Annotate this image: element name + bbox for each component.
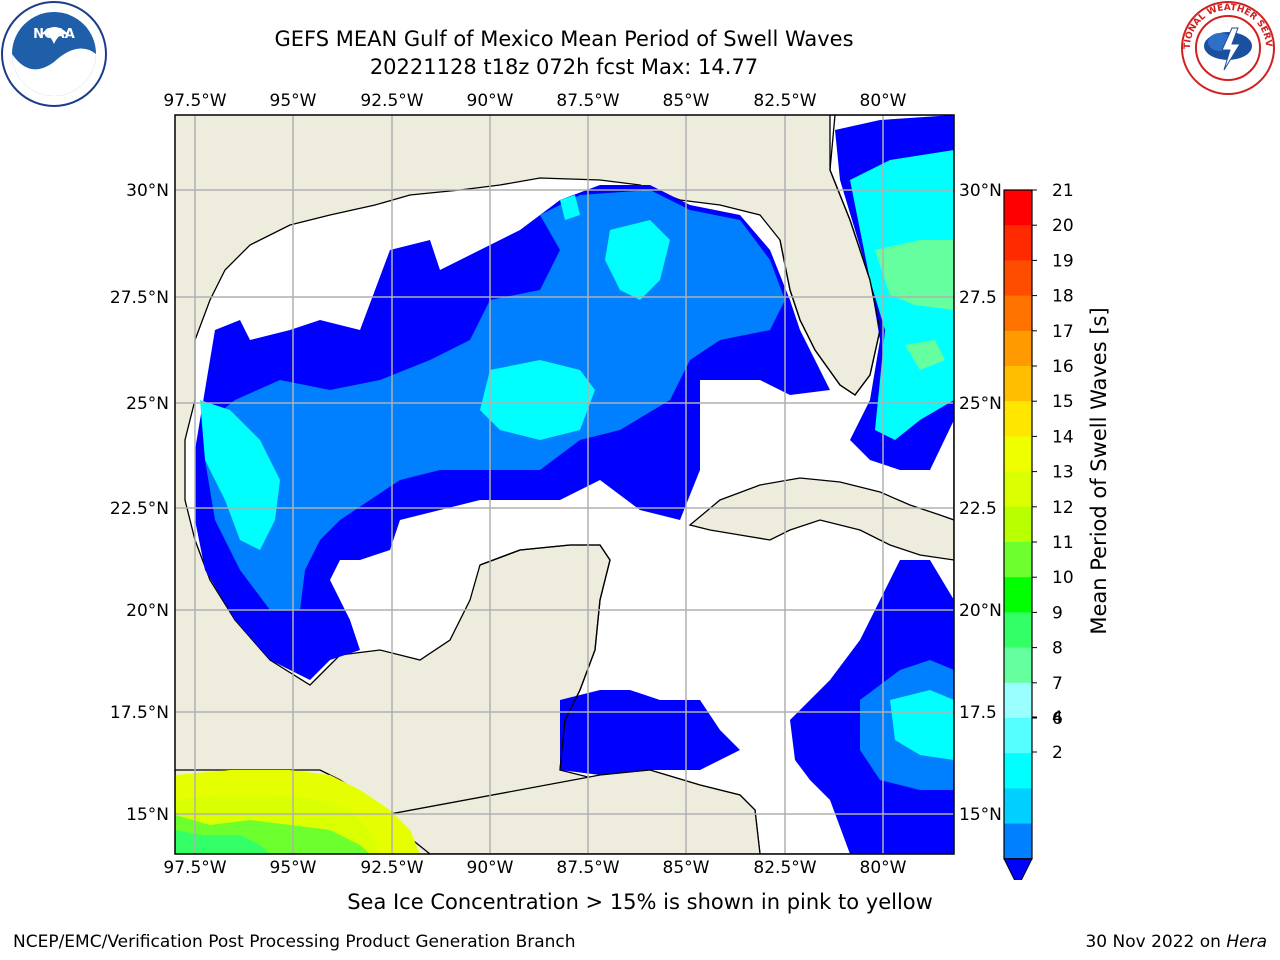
footer-credit: NCEP/EMC/Verification Post Processing Pr… bbox=[13, 932, 576, 952]
lon-label-bottom: 82.5°W bbox=[753, 858, 816, 878]
lon-label-top: 82.5°W bbox=[753, 91, 816, 111]
florida-coastline bbox=[779, 115, 881, 396]
colorbar-tick-label: 15 bbox=[1052, 392, 1074, 412]
colorbar-segment bbox=[1004, 823, 1032, 860]
footer-host: Hera bbox=[1226, 932, 1267, 952]
lon-label-bottom: 87.5°W bbox=[556, 858, 619, 878]
lat-label-left: 27.5°N bbox=[110, 288, 169, 308]
lon-label-top: 95°W bbox=[270, 91, 317, 111]
sea-ice-note: Sea Ice Concentration > 15% is shown in … bbox=[347, 890, 933, 914]
lat-label-left: 22.5°N bbox=[110, 499, 169, 519]
lat-label-left: 25°N bbox=[126, 394, 169, 414]
chart-title: GEFS MEAN Gulf of Mexico Mean Period of … bbox=[274, 27, 854, 51]
lon-label-top: 97.5°W bbox=[163, 91, 226, 111]
colorbar: 21 20 19 18 17 16 15 14 13 12 11 10 9 8 7 64 2 Mean Perio… bbox=[1003, 181, 1111, 880]
colorbar-tick-label: 6 bbox=[1052, 709, 1063, 729]
lat-label-left: 15°N bbox=[126, 805, 169, 825]
lon-label-top: 87.5°W bbox=[556, 91, 619, 111]
colorbar-tick-label: 4 bbox=[1052, 708, 1063, 728]
colorbar-tick-label: 21 bbox=[1052, 181, 1074, 201]
colorbar-segment bbox=[1004, 366, 1032, 402]
chart-subtitle: 20221128 t18z 072h fcst Max: 14.77 bbox=[369, 55, 759, 79]
lon-label-bottom: 80°W bbox=[860, 858, 907, 878]
colorbar-segment bbox=[1004, 612, 1032, 649]
yucatan-coastline bbox=[479, 544, 611, 771]
colorbar-extend-arrow bbox=[1003, 858, 1033, 880]
colorbar-tick-label: 8 bbox=[1052, 639, 1063, 659]
colorbar-tick-label: 2 bbox=[1052, 743, 1063, 763]
lon-label-top: 92.5°W bbox=[360, 91, 423, 111]
map-frame bbox=[174, 114, 955, 855]
colorbar-tick-label: 19 bbox=[1052, 251, 1074, 271]
lon-label-top: 80°W bbox=[860, 91, 907, 111]
lat-label-left: 20°N bbox=[126, 601, 169, 621]
footer-date-text: 30 Nov 2022 on bbox=[1085, 932, 1227, 952]
colorbar-segment bbox=[1004, 436, 1032, 473]
colorbar-segment bbox=[1004, 295, 1032, 332]
sea-ice-region bbox=[175, 770, 420, 854]
colorbar-tick-label: 16 bbox=[1052, 357, 1074, 377]
colorbar-tick-label: 10 bbox=[1052, 568, 1074, 588]
footer-date: 30 Nov 2022 on Hera bbox=[1085, 932, 1267, 952]
colorbar-segment bbox=[1004, 718, 1032, 754]
lon-label-bottom: 95°W bbox=[270, 858, 317, 878]
lon-label-top: 85°W bbox=[663, 91, 710, 111]
colorbar-segment bbox=[1004, 225, 1032, 261]
colorbar-segment bbox=[1004, 542, 1032, 578]
lon-label-bottom: 85°W bbox=[663, 858, 710, 878]
lat-label-right: 17.5 bbox=[959, 703, 997, 723]
colorbar-label: Mean Period of Swell Waves [s] bbox=[1087, 307, 1111, 634]
colorbar-tick-label: 7 bbox=[1052, 674, 1063, 694]
lon-label-bottom: 97.5°W bbox=[163, 858, 226, 878]
colorbar-tick-label: 11 bbox=[1052, 533, 1074, 553]
lat-label-right: 30°N bbox=[959, 181, 1002, 201]
nws-logo: NATIONAL WEATHER SERVICE bbox=[1176, 0, 1275, 95]
colorbar-segment bbox=[1004, 260, 1032, 297]
lat-label-right: 20°N bbox=[959, 601, 1002, 621]
colorbar-segment bbox=[1004, 647, 1032, 684]
noaa-logo-text: NOAA bbox=[33, 27, 75, 42]
colorbar-segment bbox=[1004, 577, 1032, 613]
lon-label-bottom: 92.5°W bbox=[360, 858, 423, 878]
map-figure: 97.5°W 97.5°W 95°W 95°W 92.5°W 92.5°W 90°W 90°W… bbox=[110, 91, 1111, 880]
lat-label-right: 25°N bbox=[959, 394, 1002, 414]
lat-label-left: 30°N bbox=[126, 181, 169, 201]
colorbar-segment bbox=[1004, 330, 1032, 367]
lat-label-right: 27.5 bbox=[959, 288, 997, 308]
colorbar-tick-label: 14 bbox=[1052, 427, 1074, 447]
colorbar-segment bbox=[1004, 190, 1032, 226]
lon-label-bottom: 90°W bbox=[467, 858, 514, 878]
colorbar-frame bbox=[1003, 189, 1033, 860]
colorbar-segment bbox=[1004, 753, 1032, 789]
colorbar-segment bbox=[1004, 471, 1032, 508]
colorbar-segment bbox=[1004, 788, 1032, 825]
colorbar-tick-label: 13 bbox=[1052, 463, 1074, 483]
cuba-island bbox=[688, 477, 954, 561]
colorbar-tick-label: 18 bbox=[1052, 287, 1074, 307]
lon-label-top: 90°W bbox=[467, 91, 514, 111]
colorbar-segment bbox=[1004, 682, 1032, 719]
colorbar-tick-label: 9 bbox=[1052, 603, 1063, 623]
colorbar-tick-label: 20 bbox=[1052, 216, 1074, 236]
map-gridlines bbox=[175, 115, 954, 854]
lat-label-right: 15°N bbox=[959, 805, 1002, 825]
lat-label-left: 17.5°N bbox=[110, 703, 169, 723]
map-axis-labels: 97.5°W 97.5°W 95°W 95°W 92.5°W 92.5°W 90°W 90°W… bbox=[110, 91, 1002, 878]
colorbar-tick-label: 17 bbox=[1052, 322, 1074, 342]
noaa-logo: NOAA bbox=[1, 1, 107, 107]
colorbar-tick-label: 12 bbox=[1052, 498, 1074, 518]
colorbar-segment bbox=[1004, 401, 1032, 437]
colorbar-segment bbox=[1004, 506, 1032, 543]
lat-label-right: 22.5 bbox=[959, 499, 997, 519]
